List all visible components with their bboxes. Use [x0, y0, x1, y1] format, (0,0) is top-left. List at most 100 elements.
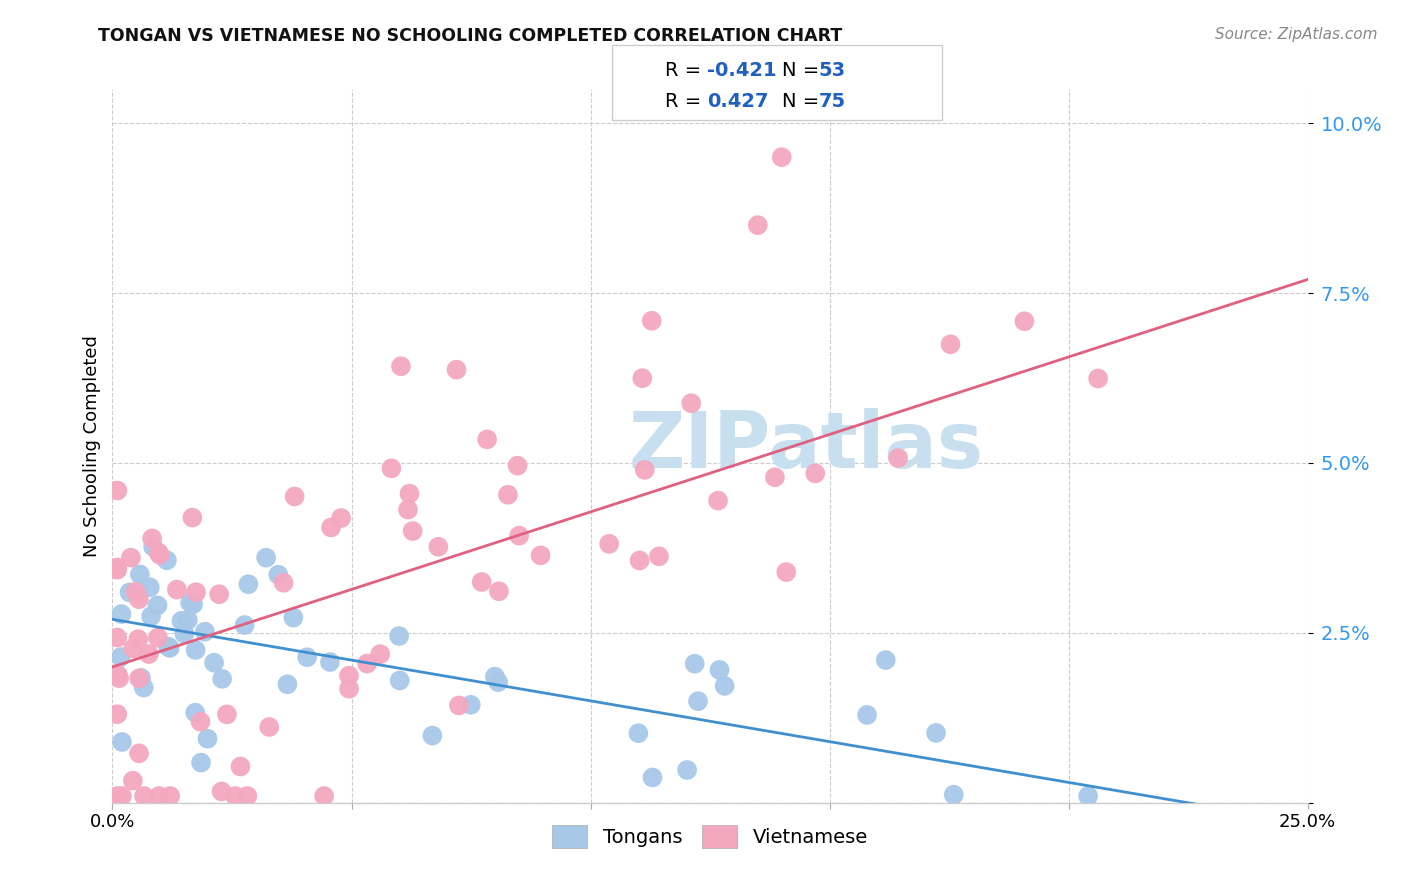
Point	[233, 618, 256, 632]
Point	[713, 679, 735, 693]
Point	[211, 784, 233, 798]
Point	[775, 565, 797, 579]
Point	[128, 671, 150, 685]
Text: 53: 53	[818, 61, 845, 79]
Point	[314, 789, 336, 803]
Point	[105, 483, 128, 498]
Point	[105, 631, 128, 645]
Point	[142, 540, 165, 554]
Point	[427, 540, 450, 554]
Point	[190, 714, 212, 729]
Point	[173, 626, 195, 640]
Point	[110, 650, 132, 665]
Point	[460, 698, 482, 712]
Point	[177, 613, 200, 627]
Text: ZIPatlas: ZIPatlas	[628, 408, 983, 484]
Point	[284, 490, 307, 504]
Point	[496, 488, 519, 502]
Point	[105, 560, 128, 574]
Point	[110, 607, 132, 621]
Point	[236, 789, 259, 803]
Point	[128, 567, 150, 582]
Point	[181, 510, 204, 524]
Point	[276, 677, 298, 691]
Point	[128, 747, 150, 761]
Point	[111, 789, 134, 803]
Point	[139, 580, 162, 594]
Point	[121, 773, 143, 788]
Point	[396, 502, 419, 516]
Point	[319, 655, 342, 669]
Point	[125, 584, 148, 599]
Point	[184, 706, 207, 720]
Point	[156, 553, 179, 567]
Point	[259, 720, 281, 734]
Text: R =: R =	[665, 92, 714, 111]
Text: N =: N =	[782, 61, 825, 79]
Point	[319, 520, 342, 534]
Point	[486, 675, 509, 690]
Point	[105, 789, 128, 803]
Text: 75: 75	[818, 92, 845, 111]
Point	[683, 657, 706, 671]
Point	[598, 537, 620, 551]
Point	[763, 470, 786, 484]
Point	[402, 524, 425, 538]
Point	[875, 653, 897, 667]
Point	[254, 550, 277, 565]
Point	[111, 735, 134, 749]
Point	[184, 585, 207, 599]
Point	[139, 609, 162, 624]
Point	[484, 670, 506, 684]
Point	[267, 567, 290, 582]
Point	[149, 548, 172, 562]
Point	[446, 362, 468, 376]
Point	[422, 729, 444, 743]
Text: TONGAN VS VIETNAMESE NO SCHOOLING COMPLETED CORRELATION CHART: TONGAN VS VIETNAMESE NO SCHOOLING COMPLE…	[98, 27, 842, 45]
Point	[105, 668, 128, 682]
Point	[141, 532, 163, 546]
Point	[132, 681, 155, 695]
Point	[330, 511, 353, 525]
Point	[337, 669, 360, 683]
Point	[170, 614, 193, 628]
Point	[138, 647, 160, 661]
Point	[634, 463, 657, 477]
Point	[641, 771, 664, 785]
Point	[939, 337, 962, 351]
Point	[942, 788, 965, 802]
Point	[380, 461, 402, 475]
Point	[925, 726, 948, 740]
Point	[127, 632, 149, 647]
Point	[215, 707, 238, 722]
Point	[475, 433, 498, 447]
Point	[120, 550, 142, 565]
Point	[197, 731, 219, 746]
Point	[471, 574, 494, 589]
Point	[388, 673, 411, 688]
Point	[447, 698, 470, 713]
Point	[190, 756, 212, 770]
Point	[628, 553, 651, 567]
Point	[159, 789, 181, 803]
Point	[181, 597, 204, 611]
Point	[273, 575, 295, 590]
Y-axis label: No Schooling Completed: No Schooling Completed	[83, 335, 101, 557]
Point	[641, 314, 664, 328]
Point	[194, 624, 217, 639]
Point	[128, 592, 150, 607]
Point	[707, 493, 730, 508]
Point	[283, 610, 305, 624]
Point	[157, 640, 180, 654]
Point	[166, 582, 188, 597]
Point	[631, 371, 654, 385]
Point	[107, 667, 129, 681]
Point	[1087, 371, 1109, 385]
Point	[211, 672, 233, 686]
Point	[184, 643, 207, 657]
Legend: Tongans, Vietnamese: Tongans, Vietnamese	[543, 815, 877, 857]
Point	[389, 359, 412, 374]
Point	[627, 726, 650, 740]
Point	[295, 650, 318, 665]
Point	[804, 467, 827, 481]
